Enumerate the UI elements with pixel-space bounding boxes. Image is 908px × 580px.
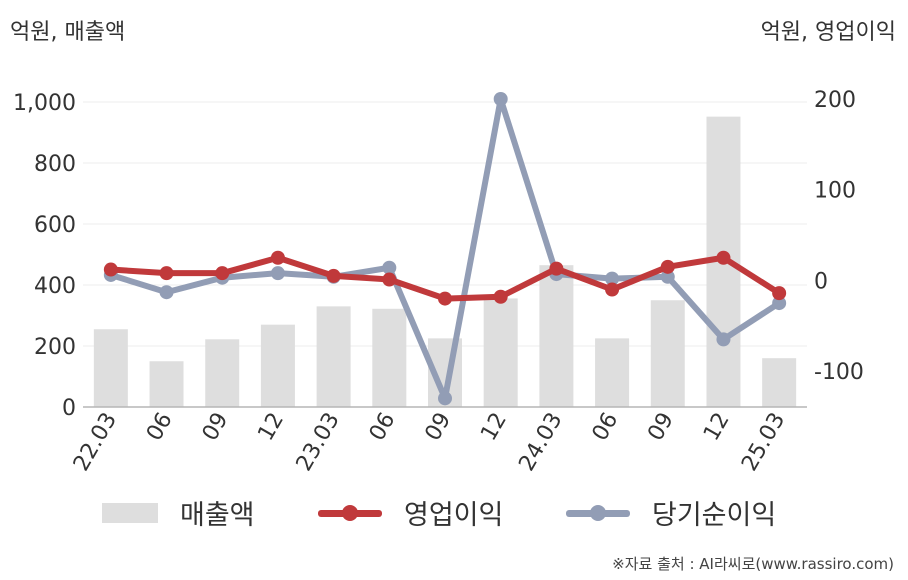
right-y-tick-label: 0 xyxy=(814,269,828,294)
bar-revenue xyxy=(539,265,574,407)
bar-series xyxy=(93,116,797,407)
point-net-income xyxy=(159,285,174,300)
left-axis-unit: 억원, 매출액 xyxy=(10,20,126,45)
legend-swatch-revenue xyxy=(102,502,158,523)
right-y-tick-label: 200 xyxy=(814,88,856,113)
point-operating-profit xyxy=(716,250,731,265)
right-axis-unit: 억원, 영업이익 xyxy=(760,20,896,45)
legend-item-operating-profit: 영업이익 xyxy=(318,493,503,532)
left-y-tick-label: 0 xyxy=(62,396,76,421)
point-net-income xyxy=(438,391,452,406)
left-y-tick-label: 600 xyxy=(34,213,76,238)
x-tick-label: 09 xyxy=(198,409,234,446)
point-operating-profit xyxy=(326,268,341,283)
source-note: ※자료 출처 : AI라씨로(www.rassiro.com) xyxy=(612,555,894,573)
x-tick-label: 09 xyxy=(421,409,457,446)
x-tick-label: 06 xyxy=(588,409,624,446)
point-operating-profit xyxy=(660,259,675,274)
legend-item-revenue: 매출액 xyxy=(102,493,255,532)
bar-revenue xyxy=(149,361,184,407)
legend-label-net-income: 당기순이익 xyxy=(652,500,777,531)
bar-revenue xyxy=(483,298,518,407)
legend-label-operating-profit: 영업이익 xyxy=(404,500,504,531)
right-y-axis: -100 0 100 200 xyxy=(814,88,864,385)
bar-revenue xyxy=(650,300,685,407)
legend-label-revenue: 매출액 xyxy=(180,500,255,531)
legend: 매출액 영업이익 당기순이익 xyxy=(0,493,908,533)
point-operating-profit xyxy=(382,272,397,287)
bar-revenue xyxy=(205,339,240,407)
bar-revenue xyxy=(595,338,630,407)
point-operating-profit xyxy=(772,286,787,301)
x-tick-label: 12 xyxy=(476,409,512,446)
x-tick-label: 25.03 xyxy=(737,409,790,476)
x-tick-label: 12 xyxy=(699,409,735,446)
bar-revenue xyxy=(372,308,407,407)
point-operating-profit xyxy=(438,291,452,306)
left-y-tick-label: 400 xyxy=(34,274,76,299)
point-operating-profit xyxy=(215,266,230,281)
legend-swatch-operating-profit xyxy=(318,503,382,523)
x-tick-label: 09 xyxy=(643,409,679,446)
point-net-income xyxy=(382,260,397,275)
chart-area: 0 200 400 600 800 1,000 -100 0 100 200 22.03 06 09… xyxy=(13,88,864,476)
left-y-tick-label: 800 xyxy=(34,152,76,177)
point-operating-profit xyxy=(605,282,620,297)
point-operating-profit xyxy=(159,266,174,281)
bar-revenue xyxy=(93,329,128,407)
x-tick-label: 06 xyxy=(365,409,401,446)
legend-item-net-income: 당기순이익 xyxy=(566,493,776,532)
x-tick-label: 24.03 xyxy=(514,409,567,476)
bar-revenue xyxy=(316,306,351,407)
x-tick-label: 22.03 xyxy=(69,409,122,476)
bar-revenue xyxy=(260,324,295,407)
point-net-income xyxy=(772,296,787,311)
bar-revenue xyxy=(762,358,797,407)
legend-swatch-net-income xyxy=(566,503,630,523)
x-tick-label: 23.03 xyxy=(292,409,345,476)
point-net-income xyxy=(605,271,620,286)
point-net-income xyxy=(493,92,508,106)
line-series xyxy=(103,92,787,406)
x-tick-label: 12 xyxy=(253,409,289,446)
point-net-income xyxy=(270,266,285,281)
point-net-income xyxy=(660,269,675,284)
right-y-tick-label: 100 xyxy=(814,179,856,204)
left-y-tick-label: 200 xyxy=(34,335,76,360)
right-y-tick-label: -100 xyxy=(814,360,864,385)
point-operating-profit xyxy=(493,289,508,304)
point-net-income xyxy=(716,332,731,347)
left-y-tick-label: 1,000 xyxy=(13,91,76,116)
point-operating-profit xyxy=(103,262,118,277)
x-tick-label: 06 xyxy=(142,409,178,446)
left-y-axis: 0 200 400 600 800 1,000 xyxy=(13,91,76,421)
point-operating-profit xyxy=(549,261,564,276)
x-axis: 22.03 06 09 12 23.03 06 09 12 24.03 06 09 12 25.03 xyxy=(69,409,790,476)
point-operating-profit xyxy=(270,250,285,265)
